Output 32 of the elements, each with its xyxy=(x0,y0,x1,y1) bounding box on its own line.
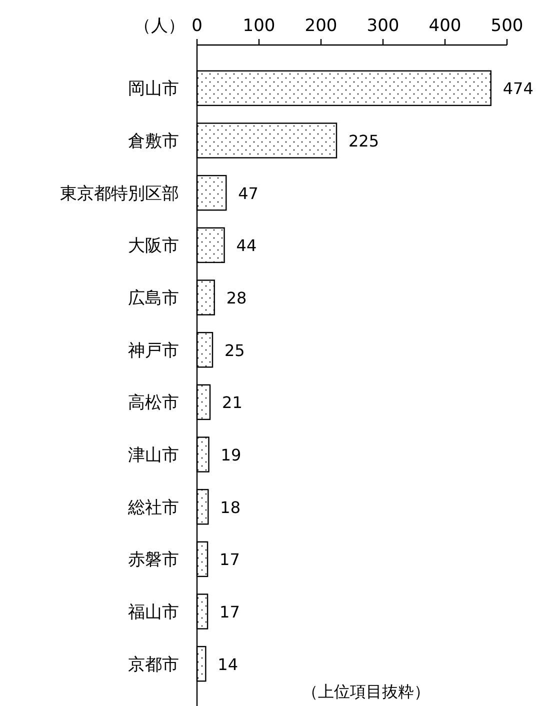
x-tick-label: 400 xyxy=(428,16,462,36)
data-label: 25 xyxy=(224,340,245,360)
data-label: 18 xyxy=(220,498,241,517)
x-tick-label: 500 xyxy=(490,16,524,36)
y-tick-label: 倉敷市 xyxy=(128,132,179,152)
y-tick-label: 広島市 xyxy=(128,288,179,308)
data-label: 225 xyxy=(348,132,380,150)
y-tick-label: 福山市 xyxy=(128,602,179,622)
data-label: 21 xyxy=(222,393,242,412)
data-label: 47 xyxy=(238,184,258,203)
x-tick-label: 0 xyxy=(192,16,202,36)
y-tick-label: 東京都特別区部 xyxy=(60,184,179,204)
data-label: 19 xyxy=(220,446,242,464)
data-label: 17 xyxy=(220,602,240,622)
data-label: 28 xyxy=(226,288,247,308)
y-tick-label: 赤磐市 xyxy=(128,550,179,570)
annotation: （上位項目抜粋） xyxy=(302,682,430,701)
y-tick-label: 京都市 xyxy=(128,654,179,675)
data-label: 474 xyxy=(502,79,534,98)
y-tick-label: 総社市 xyxy=(127,498,179,518)
y-tick-label: 岡山市 xyxy=(128,79,179,100)
data-label: 17 xyxy=(220,550,240,570)
x-tick-label: 200 xyxy=(304,16,338,36)
x-axis-title: （人） xyxy=(134,16,185,36)
y-tick-label: 津山市 xyxy=(128,446,179,466)
y-tick-label: 神戸市 xyxy=(128,340,179,361)
y-tick-label: 高松市 xyxy=(128,393,179,414)
data-label: 14 xyxy=(218,654,238,674)
x-tick-label: 100 xyxy=(242,16,276,36)
x-tick-label: 300 xyxy=(366,16,400,36)
data-label: 44 xyxy=(236,236,257,256)
y-tick-label: 大阪市 xyxy=(128,236,179,256)
